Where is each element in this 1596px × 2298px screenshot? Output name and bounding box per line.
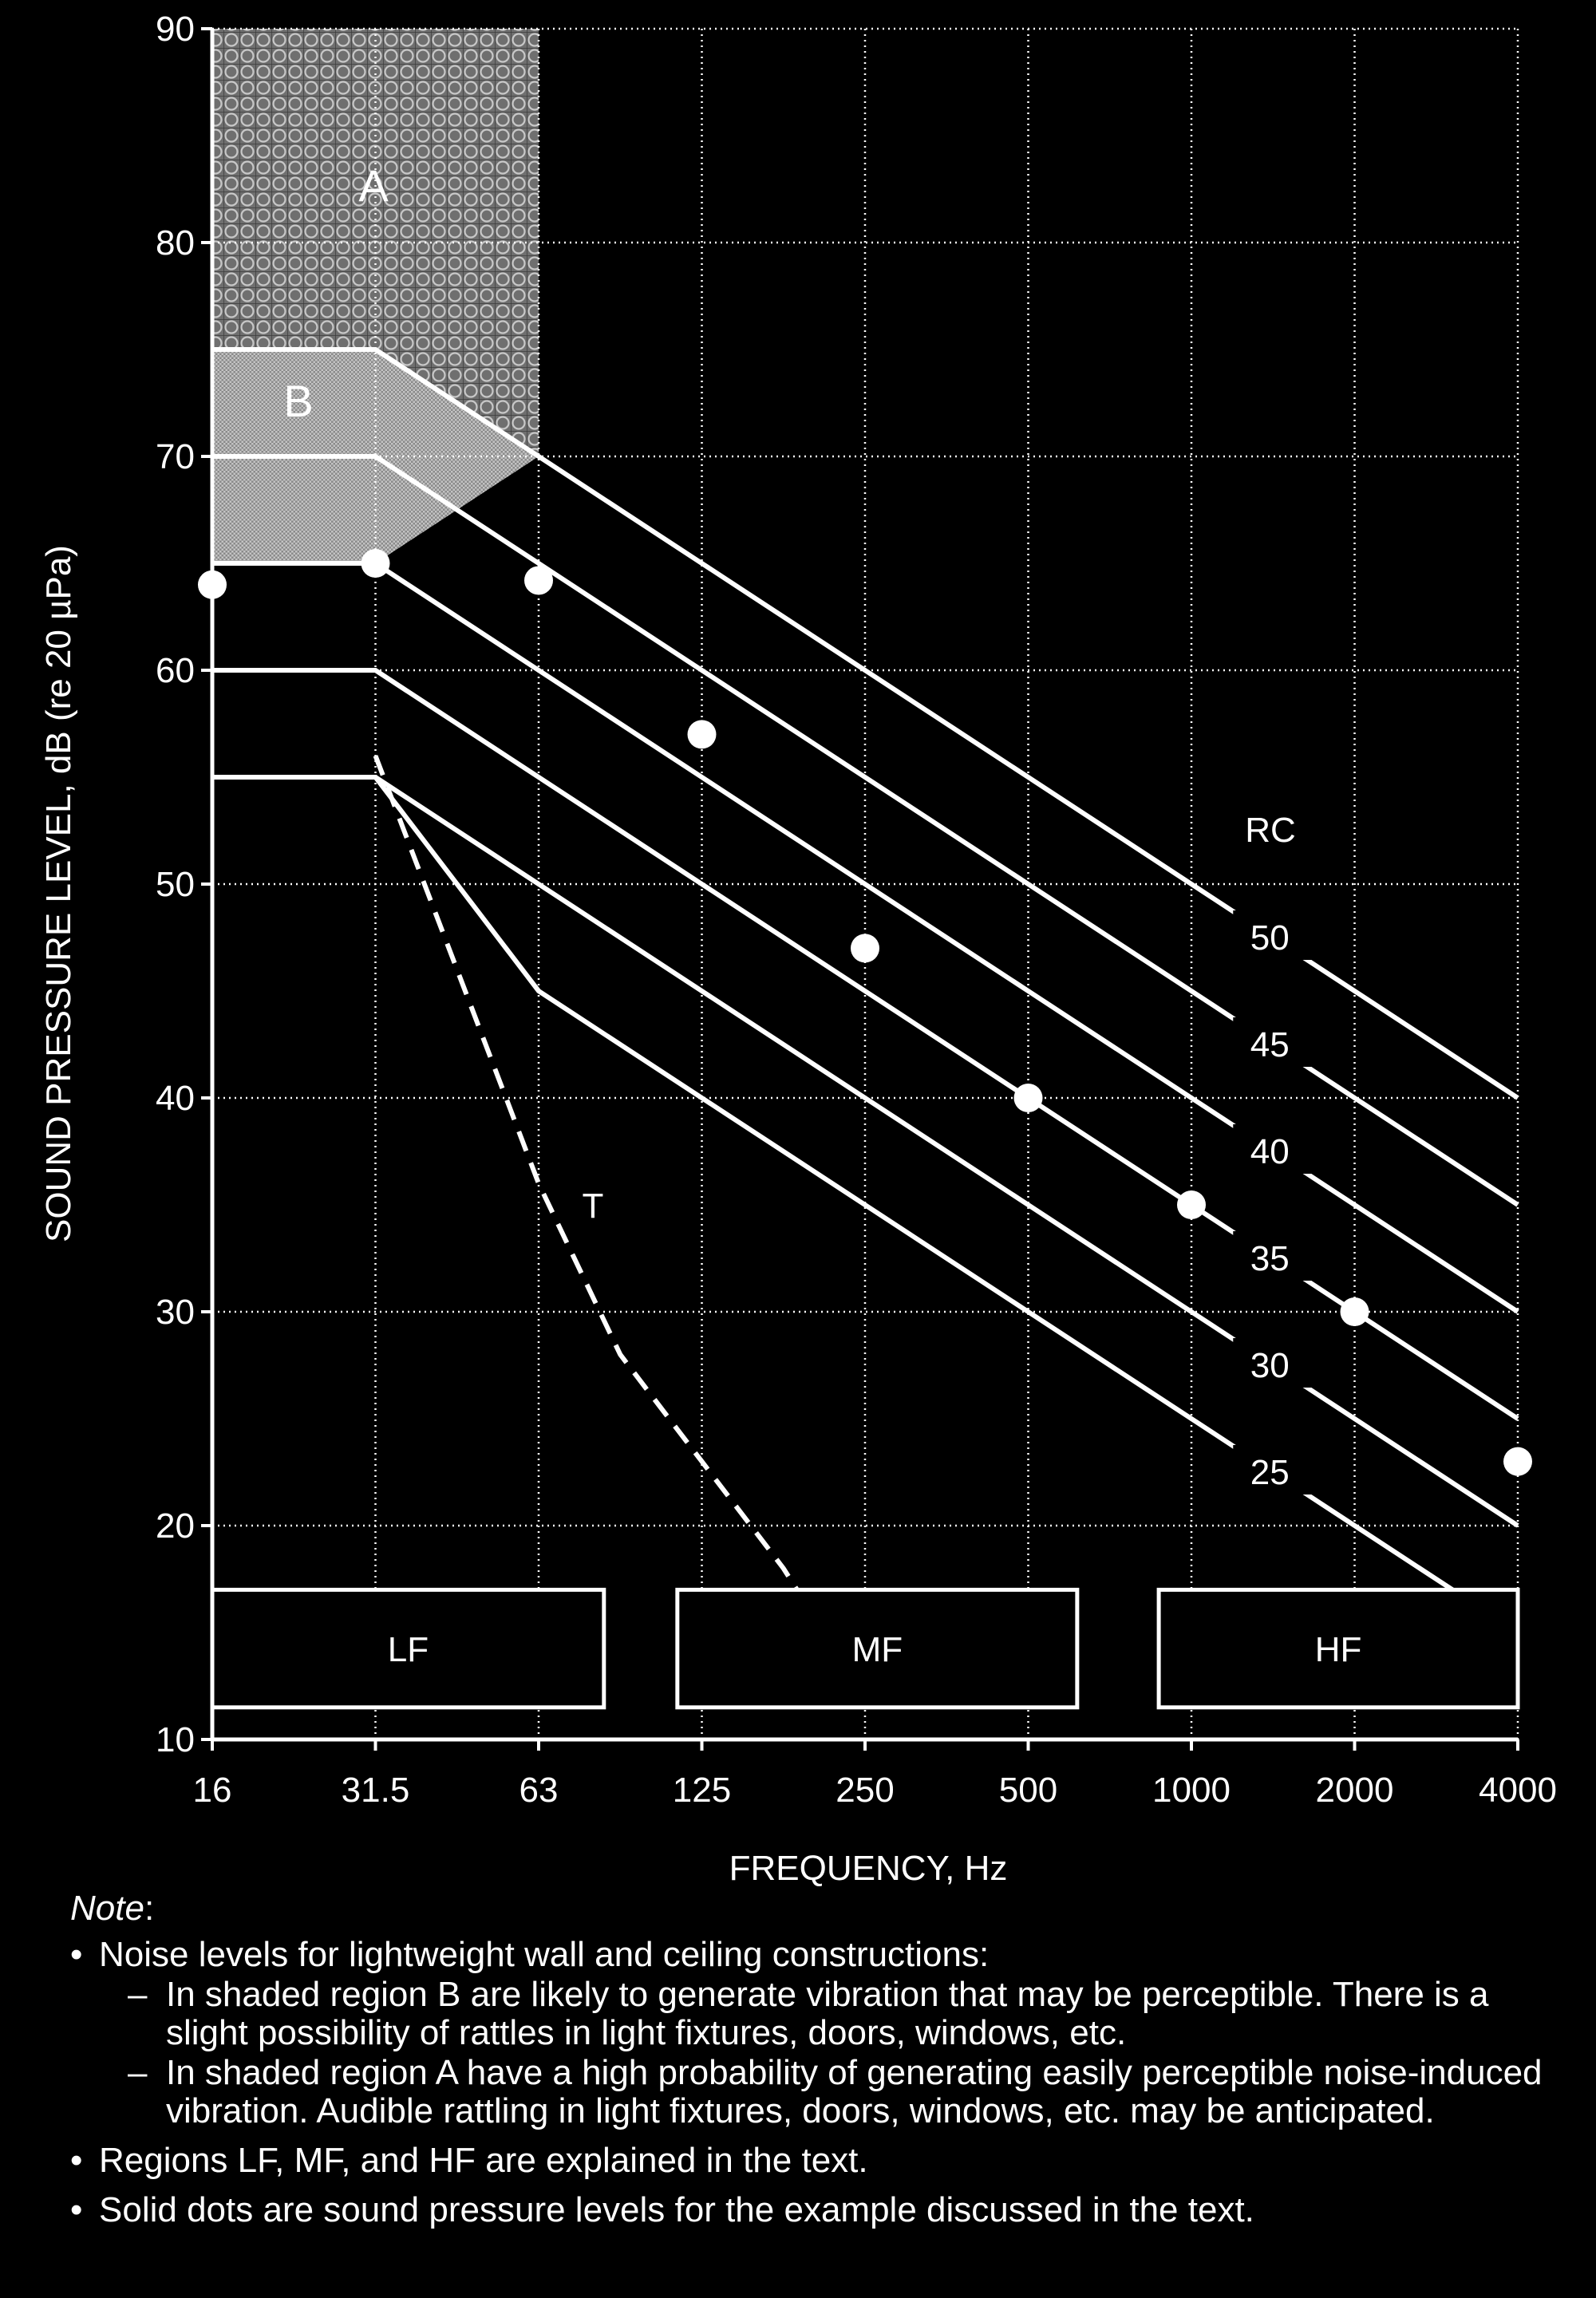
- band-label: LF: [388, 1630, 429, 1669]
- rc-curve-45: [212, 454, 1519, 1207]
- example-level-dot: [687, 720, 717, 749]
- x-tick-label: 4000: [1479, 1771, 1557, 1810]
- x-tick-label: 31.5: [342, 1771, 410, 1810]
- rc-curve-label: 40: [1250, 1132, 1290, 1171]
- note-item: Regions LF, MF, and HF are explained in …: [70, 2142, 1555, 2181]
- example-level-dot: [361, 549, 390, 578]
- band-mf: [675, 1587, 1080, 1710]
- x-tick-label: 125: [673, 1771, 731, 1810]
- note-item: Solid dots are sound pressure levels for…: [70, 2191, 1555, 2230]
- band-label: HF: [1315, 1630, 1362, 1669]
- rc-curve-35: [212, 668, 1519, 1421]
- y-tick-label: 40: [156, 1079, 195, 1118]
- x-tick-label: 1000: [1152, 1771, 1231, 1810]
- rc-label-backdrop: [1233, 910, 1314, 960]
- x-tick-label: 2000: [1316, 1771, 1394, 1810]
- rc-label-backdrop: [1233, 1017, 1314, 1067]
- y-tick-label: 60: [156, 651, 195, 690]
- note-list: Noise levels for lightweight wall and ce…: [70, 1936, 1555, 2230]
- threshold-label: T: [583, 1187, 604, 1226]
- y-axis-label: SOUND PRESSURE LEVEL, dB (re 20 µPa): [39, 545, 78, 1242]
- example-level-dot: [851, 934, 879, 963]
- band-label: MF: [852, 1630, 903, 1669]
- example-level-dot: [1503, 1447, 1532, 1476]
- x-tick-label: 250: [836, 1771, 894, 1810]
- note-item: Noise levels for lightweight wall and ce…: [70, 1936, 1555, 2130]
- y-tick-label: 90: [156, 10, 195, 49]
- note-item-text: Noise levels for lightweight wall and ce…: [99, 1935, 990, 1974]
- x-axis-label: FREQUENCY, Hz: [729, 1849, 1008, 1888]
- y-tick-label: 30: [156, 1293, 195, 1332]
- x-tick-label: 63: [519, 1771, 559, 1810]
- rc-curve-label: 45: [1250, 1025, 1290, 1064]
- rc-label-backdrop: [1233, 1231, 1314, 1281]
- note-subitem: In shaded region B are likely to generat…: [99, 1976, 1555, 2052]
- rc-label-backdrop: [1233, 1124, 1314, 1174]
- y-tick-label: 70: [156, 437, 195, 476]
- note-sublist: In shaded region B are likely to generat…: [99, 1976, 1555, 2130]
- rc-curve-label: 30: [1250, 1346, 1290, 1385]
- note-title: Note:: [70, 1889, 1555, 1928]
- y-tick-label: 10: [156, 1720, 195, 1759]
- y-tick-label: 50: [156, 865, 195, 904]
- threshold-curve-t: [373, 755, 800, 1592]
- note-section: Note: Noise levels for lightweight wall …: [70, 1889, 1555, 2241]
- example-level-dot: [1177, 1190, 1206, 1219]
- band-hf: [1156, 1587, 1520, 1710]
- band-lf: [210, 1587, 606, 1710]
- note-title-colon: :: [144, 1889, 155, 1928]
- rc-label-backdrop: [1233, 1445, 1314, 1494]
- note-title-text: Note: [70, 1889, 144, 1928]
- note-subitem: In shaded region A have a high probabili…: [99, 2054, 1555, 2130]
- rc-label-backdrop: [1233, 1338, 1314, 1388]
- rc-legend-title: RC: [1245, 811, 1296, 850]
- region-a-label: A: [358, 160, 389, 211]
- x-tick-label: 500: [999, 1771, 1057, 1810]
- y-tick-label: 20: [156, 1506, 195, 1546]
- rc-curve-label: 35: [1250, 1239, 1290, 1278]
- rc-curve-label: 50: [1250, 918, 1290, 958]
- example-level-dot: [524, 566, 553, 595]
- region-b-label: B: [283, 376, 313, 426]
- example-level-dot: [1340, 1297, 1369, 1326]
- y-tick-label: 80: [156, 223, 195, 263]
- rc-curve-label: 25: [1250, 1453, 1290, 1492]
- x-tick-label: 16: [193, 1771, 232, 1810]
- example-level-dot: [198, 570, 227, 599]
- example-level-dot: [1013, 1084, 1043, 1112]
- rc-chart: 10 20 30 40 50 60 70 80 90 16 31.5 63 125 250 500 1000 2…: [39, 10, 1557, 1888]
